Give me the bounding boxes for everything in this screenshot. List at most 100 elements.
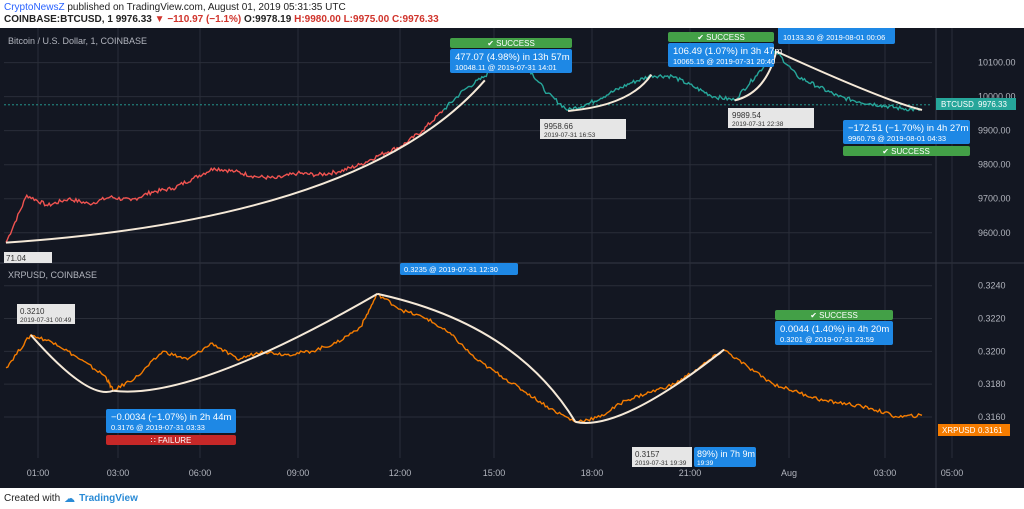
annotation-value: 0.0044 (1.40%) in 4h 20m <box>780 324 889 335</box>
y-tick-label: 0.3180 <box>978 379 1006 389</box>
measure-arrow <box>568 73 653 112</box>
created-with-text: Created with <box>4 493 61 504</box>
chart-canvas: 01:00 03:00 06:00 09:00 12:00 15:00 18:00 21:00… <box>0 28 1024 488</box>
price-tag-value: 71.04 <box>6 254 27 263</box>
y-tick-label: 9900.00 <box>978 126 1011 136</box>
annotation-box <box>400 263 518 275</box>
annotation-box <box>694 447 756 467</box>
xrp-title: XRPUSD, COINBASE <box>8 270 97 280</box>
publisher-link[interactable]: CryptoNewsZ <box>4 2 65 13</box>
y-tick-label: 10000.00 <box>978 92 1016 102</box>
success-badge-text: ✔ SUCCESS <box>882 147 930 156</box>
failure-badge <box>106 435 236 445</box>
ohlc-close: C:9976.33 <box>391 14 439 25</box>
down-arrow-icon: ▼ <box>154 14 165 25</box>
y-tick-label: 9600.00 <box>978 228 1011 238</box>
ohlc-open: O:9978.19 <box>244 14 292 25</box>
price-tag <box>4 252 52 263</box>
annotation-box <box>106 409 236 433</box>
annotation-detail: 0.3176 @ 2019-07-31 03:33 <box>111 423 205 432</box>
success-badge-text: ✔ SUCCESS <box>810 311 858 320</box>
btc-annotations: ✔ SUCCESS 477.07 (4.98%) in 13h 57m 1004… <box>4 28 970 263</box>
x-tick-label: 09:00 <box>287 468 310 478</box>
btc-last-value: 9976.33 <box>978 100 1007 109</box>
y-tick-label: 0.3200 <box>978 346 1006 356</box>
annotation-value: −172.51 (−1.70%) in 4h 27m <box>848 123 969 134</box>
price-tag-value: 0.3157 <box>635 450 660 459</box>
measure-arrow <box>377 292 577 423</box>
xrp-annotations: 0.3210 2019-07-31 00:49 −0.0034 (−1.07%)… <box>17 263 893 467</box>
x-tick-label: 01:00 <box>27 468 50 478</box>
xrp-series-line <box>5 293 923 423</box>
annotation-value: 106.49 (1.07%) in 3h 47m <box>673 46 782 57</box>
success-badge <box>775 310 893 320</box>
annotation-box <box>843 120 970 144</box>
measure-arrow <box>30 334 114 393</box>
tradingview-brand[interactable]: TradingView <box>79 493 138 504</box>
last-price: 9976.33 <box>115 14 152 25</box>
x-tick-label: 05:00 <box>941 468 964 478</box>
annotation-detail: 10065.15 @ 2019-07-31 20:40 <box>673 57 775 66</box>
x-tick-label: 03:00 <box>874 468 897 478</box>
failure-badge-text: ∷ FAILURE <box>151 436 192 445</box>
success-badge <box>843 146 970 156</box>
tradingview-logo-icon: ☁ <box>64 493 76 505</box>
chart-header: CryptoNewsZ published on TradingView.com… <box>4 2 439 26</box>
btc-series-line-down <box>5 109 444 243</box>
y-tick-label: 10100.00 <box>978 58 1016 68</box>
price-tag-value: 9958.66 <box>544 122 573 131</box>
y-tick-label: 0.3220 <box>978 314 1006 324</box>
measure-arrow <box>5 79 486 244</box>
price-tag <box>632 447 692 467</box>
btc-series-label: BTCUSD <box>941 100 974 109</box>
price-tag-detail: 2019-07-31 19:39 <box>635 460 687 467</box>
y-tick-label: 9700.00 <box>978 194 1011 204</box>
measure-arrow <box>575 348 725 424</box>
x-tick-label: 12:00 <box>389 468 412 478</box>
y-tick-label: 9800.00 <box>978 160 1011 170</box>
btc-title: Bitcoin / U.S. Dollar, 1, COINBASE <box>8 36 147 46</box>
price-tag-value: 0.3210 <box>20 307 45 316</box>
published-text: published on TradingView.com, August 01,… <box>67 2 346 13</box>
xrp-last-price-tag <box>938 424 1010 436</box>
footer: Created with ☁ TradingView <box>4 492 138 505</box>
measure-arrow <box>775 50 923 111</box>
price-tag <box>17 304 75 324</box>
x-tick-label: 15:00 <box>483 468 506 478</box>
ohlc-high: H:9980.00 <box>294 14 341 25</box>
annotation-value: 89%) in 7h 9m <box>697 449 755 459</box>
annotation-detail: 0.3235 @ 2019-07-31 12:30 <box>404 265 498 274</box>
annotation-box <box>668 43 774 67</box>
x-tick-label: 06:00 <box>189 468 212 478</box>
annotation-detail: 10133.30 @ 2019-08-01 00:06 <box>783 33 885 42</box>
price-tag-value: 9989.54 <box>732 111 761 120</box>
symbol-label: COINBASE:BTCUSD, 1 <box>4 14 113 25</box>
xrp-series-label: XRPUSD <box>942 426 976 435</box>
annotation-box <box>775 321 893 345</box>
xrp-last-value: 0.3161 <box>978 426 1003 435</box>
annotation-box <box>778 28 895 44</box>
x-tick-label: 03:00 <box>107 468 130 478</box>
btc-last-price-tag <box>936 98 1016 110</box>
annotation-detail: 10048.11 @ 2019-07-31 14:01 <box>455 63 557 72</box>
success-badge <box>450 38 572 48</box>
measure-arrow <box>113 293 378 393</box>
grid: 01:00 03:00 06:00 09:00 12:00 15:00 18:00 21:00… <box>0 28 1024 488</box>
x-tick-label: Aug <box>781 468 797 478</box>
panels <box>4 50 932 424</box>
annotation-detail: 0.3201 @ 2019-07-31 23:59 <box>780 335 874 344</box>
price-tag-detail: 2019-07-31 00:49 <box>20 317 72 324</box>
price-tag-detail: 2019-07-31 16:53 <box>544 132 596 139</box>
x-tick-label: 18:00 <box>581 468 604 478</box>
y-tick-label: 0.3240 <box>978 281 1006 291</box>
ohlc-low: L:9975.00 <box>343 14 390 25</box>
y-tick-label: 0.3160 <box>978 412 1006 422</box>
annotation-detail: 9960.79 @ 2019-08-01 04:33 <box>848 134 946 143</box>
annotation-detail: 19:39 <box>697 460 714 467</box>
annotation-value: 477.07 (4.98%) in 13h 57m <box>455 52 570 63</box>
success-badge <box>668 32 774 42</box>
success-badge-text: ✔ SUCCESS <box>697 33 745 42</box>
price-tag <box>728 108 814 128</box>
price-change: −110.97 (−1.1%) <box>167 14 242 25</box>
x-tick-label: 21:00 <box>679 468 702 478</box>
